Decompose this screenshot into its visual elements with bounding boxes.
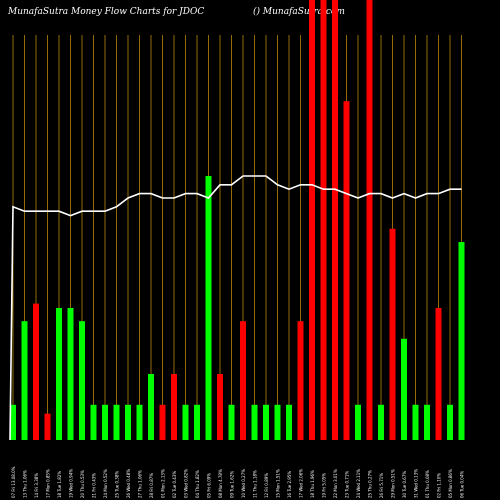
money-flow-bar xyxy=(67,308,74,440)
money-flow-bar xyxy=(194,404,200,440)
x-tick-label: 10 Wed 0.27% xyxy=(241,469,246,498)
money-flow-bar xyxy=(320,0,327,440)
brand-label: () MunafaSutra.com xyxy=(253,7,345,17)
money-flow-bar xyxy=(56,308,62,440)
money-flow-bar xyxy=(217,374,223,440)
chart-title: MunafaSutra Money Flow Charts for JDOC xyxy=(8,7,205,17)
x-tick-label: 26 Fri 5.71% xyxy=(379,473,384,498)
money-flow-bar xyxy=(182,404,189,440)
money-flow-bar xyxy=(10,404,16,440)
money-flow-bar xyxy=(343,101,350,440)
money-flow-bar xyxy=(136,404,143,440)
x-tick-label: 22 Mon 3.01% xyxy=(333,469,338,498)
money-flow-bar xyxy=(228,404,235,440)
money-flow-bar xyxy=(274,404,281,440)
x-tick-label: 27 Thu 1.06% xyxy=(138,470,143,498)
money-flow-bar xyxy=(309,0,315,440)
money-flow-bar xyxy=(378,404,384,440)
money-flow-bar xyxy=(205,176,212,440)
x-tick-label: 17 Mon 0.85% xyxy=(46,469,51,498)
x-tick-label: 24 Mon 0.52% xyxy=(103,469,108,498)
money-flow-bar xyxy=(113,404,120,440)
money-flow-bar xyxy=(33,303,39,440)
x-tick-label: 02 Tue 0.43% xyxy=(172,471,177,498)
money-flow-bar xyxy=(102,404,108,440)
x-tick-label: 04 Thu 1.82% xyxy=(195,470,200,498)
x-tick-label: 11 Thu 1.18% xyxy=(253,470,258,498)
x-tick-labels: 07 Fri 13.08.0% 13 Thu 1.06% 14 Fri 3.38% 1… xyxy=(11,466,465,498)
x-tick-label: 25 Tue 0.38% xyxy=(115,471,120,498)
money-flow-bar xyxy=(90,404,97,440)
x-tick-label: 03 Wed 0.82% xyxy=(184,469,189,498)
money-flow-bars xyxy=(10,0,465,440)
x-tick-label: 30 Tue 0.67% xyxy=(402,471,407,498)
money-flow-bar xyxy=(251,404,258,440)
x-tick-label: 31 Wed 0.13% xyxy=(414,469,419,498)
money-flow-bar xyxy=(263,404,269,440)
x-tick-label: 20 Thu 0.53% xyxy=(80,470,85,498)
x-tick-label: 05 Fri 6.09% xyxy=(207,473,212,498)
x-tick-label: 21 Fri 0.43% xyxy=(92,473,97,498)
money-flow-bar xyxy=(125,404,131,440)
money-flow-bar xyxy=(401,338,407,440)
money-flow-bar xyxy=(297,321,304,440)
x-tick-label: 08 Mon 4.78% xyxy=(218,469,223,498)
money-flow-bar xyxy=(332,0,338,440)
x-tick-label: 12 Fri 0.89% xyxy=(264,473,269,498)
money-flow-bar xyxy=(389,228,396,440)
gridlines xyxy=(12,35,462,440)
x-tick-label: 17 Wed 2.06% xyxy=(299,469,304,498)
x-tick-label: 16 Tue 2.95% xyxy=(287,471,292,498)
money-flow-bar xyxy=(355,404,361,440)
x-tick-label: 25 Thu 0.27% xyxy=(368,470,373,498)
money-flow-bar xyxy=(424,404,430,440)
x-tick-label: 24 Wed 2.11% xyxy=(356,469,361,498)
money-flow-bar xyxy=(458,242,465,440)
money-flow-bar xyxy=(412,404,419,440)
x-tick-label: 07 Fri 13.08.0% xyxy=(11,466,16,498)
money-flow-bar xyxy=(240,321,246,440)
x-tick-label: 26 Wed 0.48% xyxy=(126,469,131,498)
x-tick-label: 29 Mon 0.51% xyxy=(391,469,396,498)
price-line xyxy=(9,175,462,441)
money-flow-bar xyxy=(79,321,85,440)
x-tick-label: 02 Fri 1.10% xyxy=(437,473,442,498)
price-line-path xyxy=(9,175,462,441)
x-tick-label: 14 Fri 3.38% xyxy=(34,473,39,498)
money-flow-bar xyxy=(159,404,166,440)
x-tick-label: 15 Mon 1.51% xyxy=(276,469,281,498)
x-tick-label: 28 Fri 0.87% xyxy=(149,473,154,498)
x-tick-label: 01 Mon 2.13% xyxy=(161,469,166,498)
money-flow-bar xyxy=(435,308,442,440)
money-flow-bar xyxy=(148,374,154,440)
x-tick-label: 01 Thu 0.08% xyxy=(425,470,430,498)
money-flow-bar xyxy=(44,413,51,440)
x-tick-label: 06 Tue 0.04% xyxy=(460,471,465,498)
x-tick-label: 18 Tue 1.82% xyxy=(57,471,62,498)
x-tick-label: 19 Wed 0.94% xyxy=(69,469,74,498)
x-tick-label: 19 Fri 5.05% xyxy=(322,473,327,498)
money-flow-bar xyxy=(366,0,373,440)
x-tick-label: 13 Thu 1.06% xyxy=(23,470,28,498)
x-tick-label: 18 Thu 1.96% xyxy=(310,470,315,498)
money-flow-bar xyxy=(286,404,292,440)
x-tick-label: 23 Tue 0.71% xyxy=(345,471,350,498)
money-flow-bar xyxy=(21,321,28,440)
money-flow-bar xyxy=(171,374,177,440)
money-flow-bar xyxy=(447,404,453,440)
x-tick-label: 05 Mon 0.86% xyxy=(448,469,453,498)
x-tick-label: 09 Tue 1.62% xyxy=(230,471,235,498)
